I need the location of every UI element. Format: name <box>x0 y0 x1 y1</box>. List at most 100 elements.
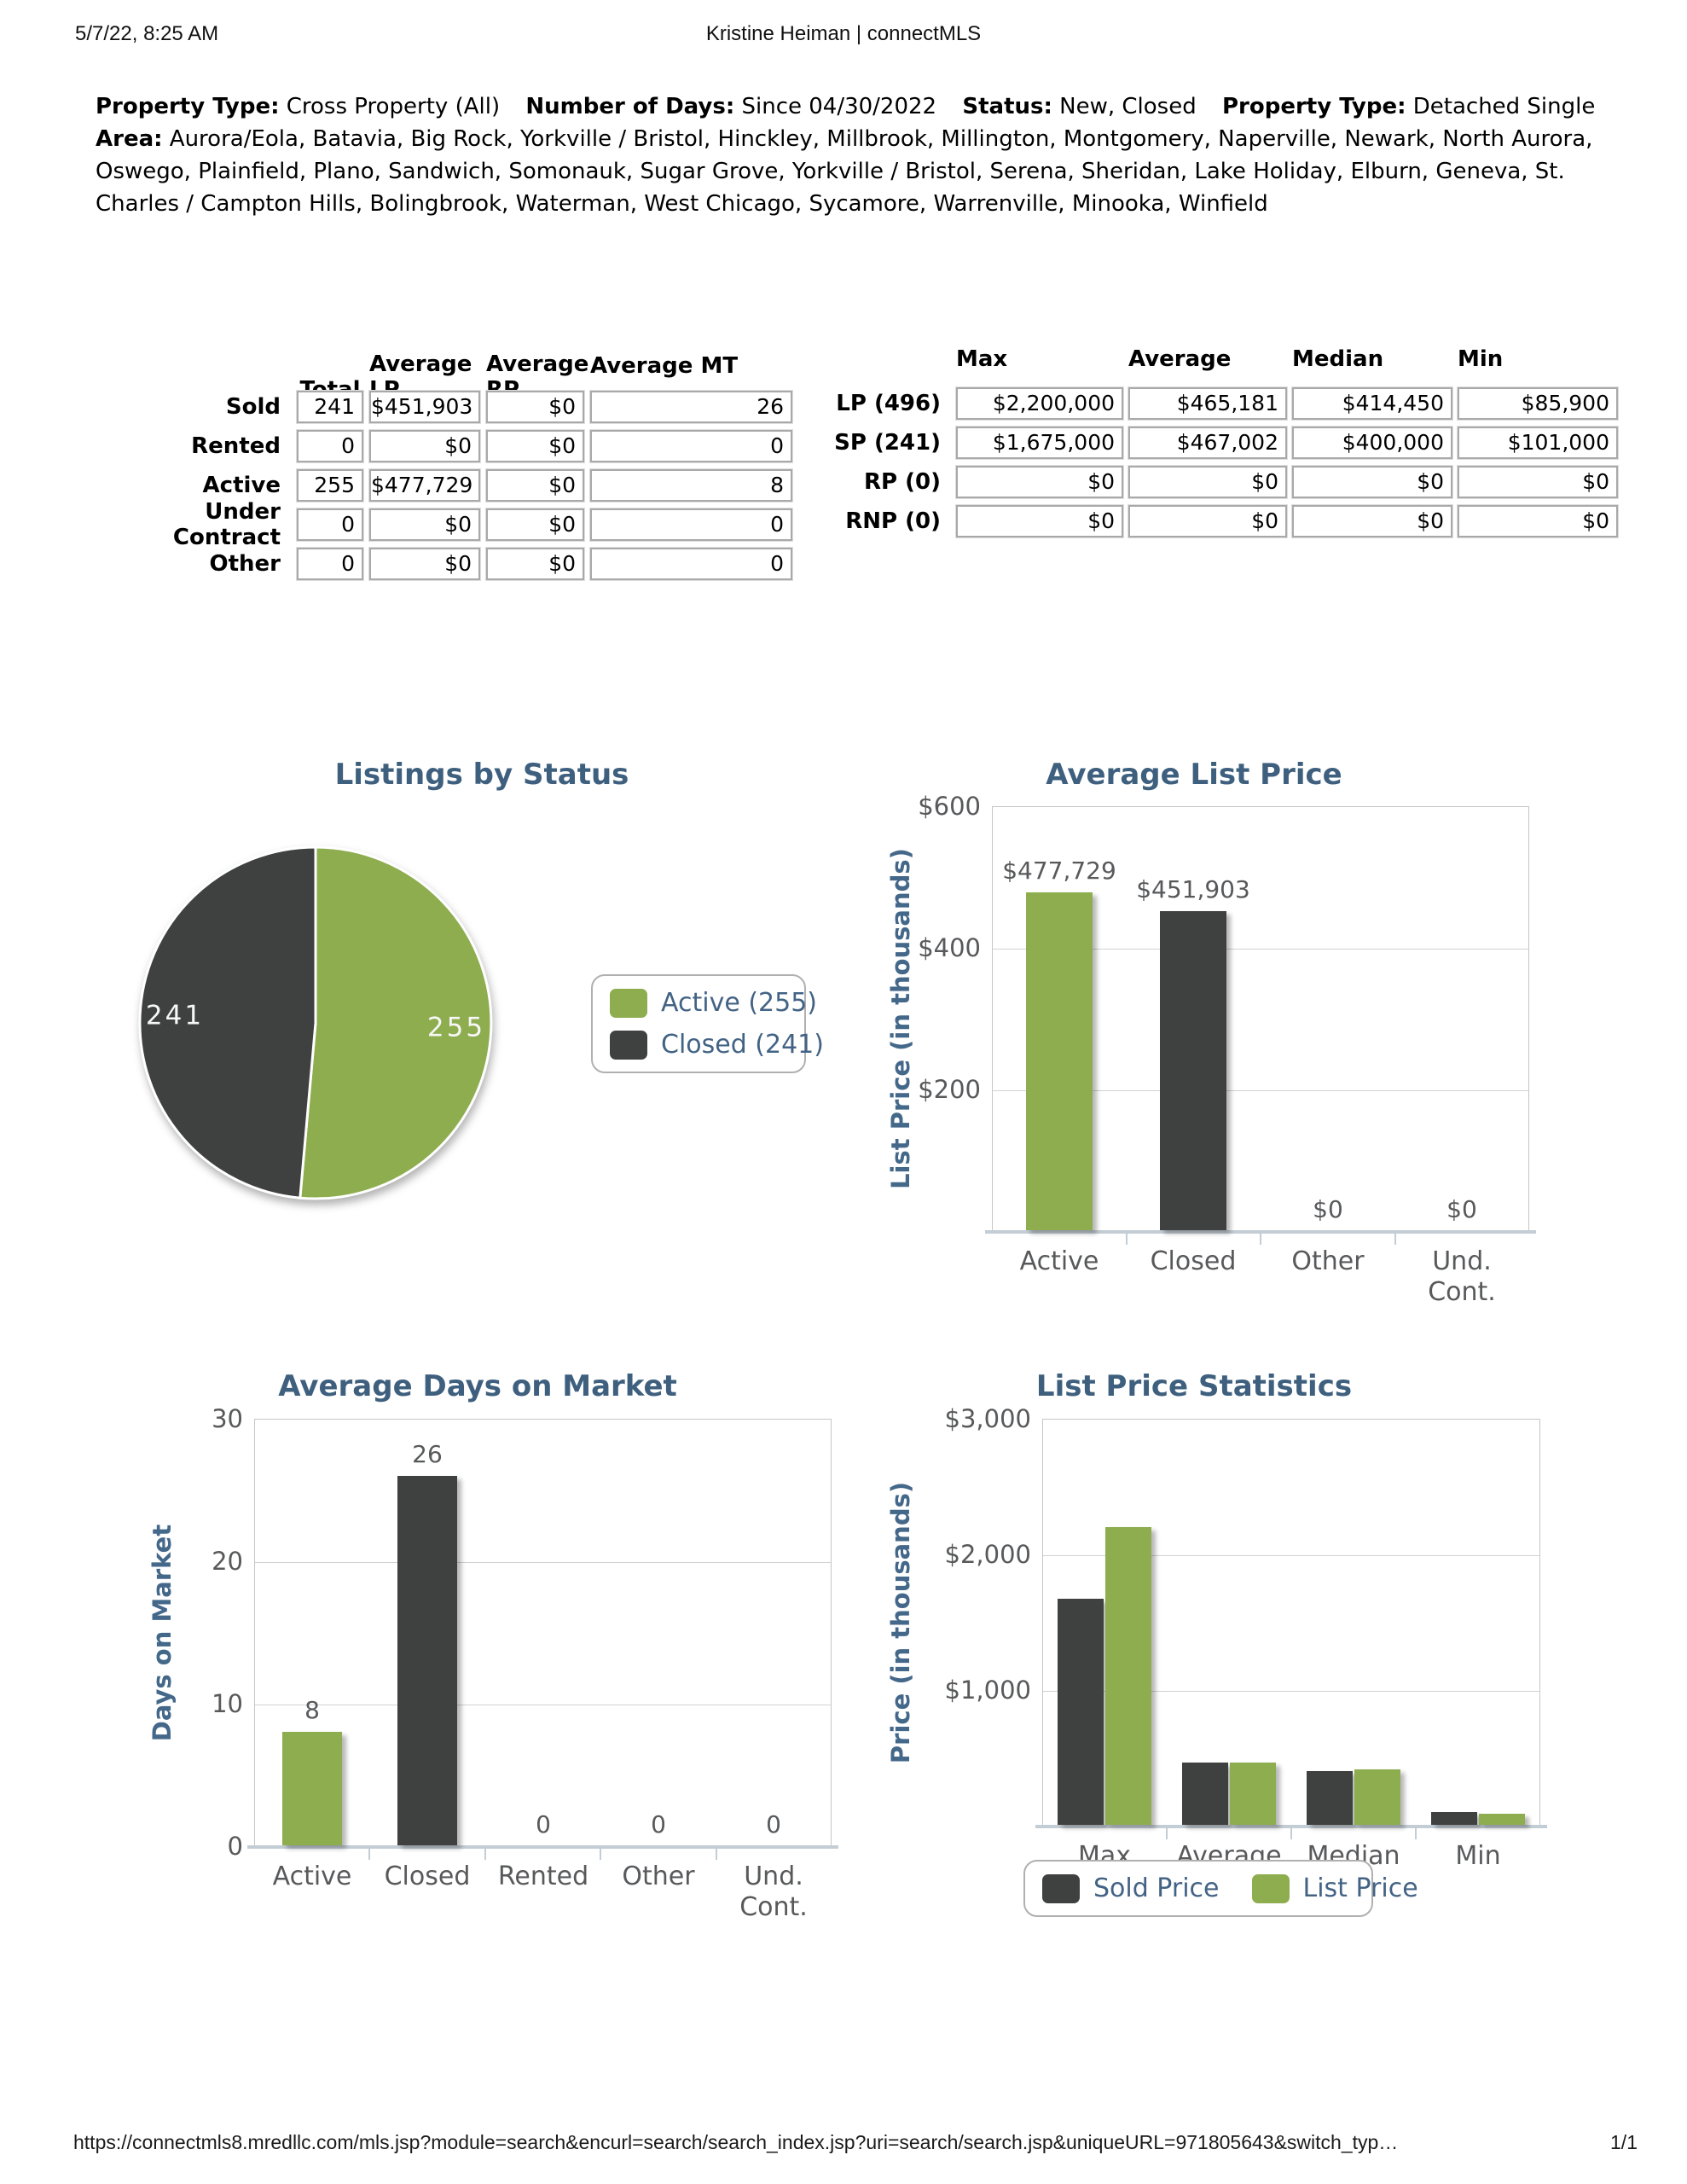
table-cell: 255 <box>296 468 364 502</box>
footer-page-number: 1/1 <box>1610 2131 1638 2153</box>
y-tick-label: $200 <box>918 1075 981 1104</box>
row-label: Sold <box>225 394 281 420</box>
table-cell: 0 <box>296 429 364 463</box>
table-cell: 0 <box>296 547 364 581</box>
bar-value-label: $451,903 <box>1136 875 1250 903</box>
legend-label: Active (255) <box>661 988 818 1018</box>
criteria-segment: Number of Days: Since 04/30/2022 <box>525 94 937 119</box>
pie-slice-value-label: 255 <box>427 1013 485 1043</box>
legend-label: Sold Price <box>1093 1873 1220 1903</box>
legend-label: List Price <box>1302 1873 1418 1903</box>
table-cell: $0 <box>955 504 1124 538</box>
table-cell: $467,002 <box>1128 426 1288 460</box>
category-label: Min <box>1455 1841 1501 1871</box>
bar-closed <box>1160 911 1226 1230</box>
criteria-label: Property Type: <box>96 94 280 119</box>
table-cell: $0 <box>485 429 585 463</box>
table-cell: 26 <box>589 390 793 424</box>
table-cell: $0 <box>368 547 481 581</box>
bar-min-sold <box>1431 1812 1477 1825</box>
pie-slice-active <box>299 845 493 1200</box>
table-cell: 0 <box>296 508 364 542</box>
x-axis-line <box>1035 1825 1547 1828</box>
bar-value-label: 0 <box>766 1810 781 1838</box>
row-label: SP (241) <box>834 430 941 456</box>
row-label: RP (0) <box>864 469 941 495</box>
category-label: Other <box>622 1862 695 1891</box>
y-axis-title: List Price (in thousands) <box>886 848 915 1189</box>
bar-value-label: 26 <box>412 1440 443 1468</box>
column-header: Average RP <box>486 351 589 403</box>
table-cell: $101,000 <box>1457 426 1619 460</box>
table-cell: 0 <box>589 547 793 581</box>
legend-item: Sold Price <box>1042 1873 1220 1903</box>
bar-average-sold <box>1182 1763 1228 1825</box>
row-label: Under Contract <box>172 499 281 550</box>
bar-value-label: 0 <box>651 1810 666 1838</box>
table-cell: $0 <box>1291 504 1453 538</box>
table-cell: $0 <box>955 465 1124 499</box>
x-axis-tick <box>715 1849 717 1860</box>
table-cell: $0 <box>1457 465 1619 499</box>
y-tick-label: 30 <box>212 1404 243 1433</box>
category-label: Closed <box>384 1862 471 1891</box>
table-cell: 8 <box>589 468 793 502</box>
table-cell: $0 <box>368 429 481 463</box>
table-cell: $414,450 <box>1291 386 1453 421</box>
criteria-segment: Area: Aurora/Eola, Batavia, Big Rock, Yo… <box>96 126 1593 217</box>
y-tick-label: $3,000 <box>944 1404 1031 1433</box>
bar-closed <box>397 1476 457 1845</box>
bar-value-label: 0 <box>536 1810 551 1838</box>
y-tick-label: $400 <box>918 933 981 962</box>
gridline <box>993 949 1528 950</box>
legend: Active (255) Closed (241) <box>591 974 824 1073</box>
table-cell: $0 <box>1128 504 1288 538</box>
pie-slice-closed <box>138 845 317 1199</box>
row-label: Rented <box>191 433 281 459</box>
table-corner <box>826 348 951 377</box>
bar-average-list <box>1230 1763 1276 1825</box>
bar-value-label: $0 <box>1446 1195 1477 1223</box>
bar-active <box>282 1732 342 1845</box>
x-axis-tick <box>368 1849 371 1860</box>
legend-swatch-green <box>610 988 647 1018</box>
table-cell: $0 <box>1291 465 1453 499</box>
y-axis-title: Days on Market <box>148 1524 177 1741</box>
pie-slice-value-label: 241 <box>146 1001 204 1031</box>
table-cell: $0 <box>368 508 481 542</box>
bar-min-list <box>1479 1814 1525 1825</box>
chart-listings-by-status: Listings by Status 255 241 Active (255) Clos… <box>111 734 861 1254</box>
table-cell: 0 <box>589 508 793 542</box>
y-tick-label: 0 <box>227 1832 243 1861</box>
criteria-label: Status: <box>962 94 1052 119</box>
criteria-label: Number of Days: <box>525 94 735 119</box>
x-axis-tick <box>600 1849 602 1860</box>
legend-swatch-green <box>1251 1873 1290 1903</box>
bar-median-list <box>1354 1769 1400 1825</box>
bar-value-label: 8 <box>304 1696 320 1724</box>
table-cell: $465,181 <box>1128 386 1288 421</box>
bar-value-label: $0 <box>1313 1195 1343 1223</box>
table-cell: $477,729 <box>368 468 481 502</box>
legend: Sold Price List Price <box>1023 1860 1418 1917</box>
table-cell: 241 <box>296 390 364 424</box>
row-label: RNP (0) <box>845 508 941 534</box>
table-cell: $1,675,000 <box>955 426 1124 460</box>
x-axis-tick <box>1394 1234 1396 1245</box>
criteria-segment: Property Type: Cross Property (All) <box>96 94 501 119</box>
table-cell: $0 <box>485 390 585 424</box>
category-label: Active <box>1019 1246 1099 1276</box>
summary-table: Total Average LP Average RP Average MT Sold 2… <box>98 351 793 581</box>
y-tick-label: $1,000 <box>944 1676 1031 1705</box>
table-cell: $0 <box>485 508 585 542</box>
category-label: Other <box>1291 1246 1365 1276</box>
chart-title: List Price Statistics <box>1035 1369 1353 1403</box>
gridline <box>255 1562 831 1563</box>
legend-swatch-dark <box>610 1030 647 1060</box>
criteria-segment: Property Type: Detached Single <box>1222 94 1596 119</box>
table-cell: $0 <box>1457 504 1619 538</box>
bar-max-sold <box>1058 1599 1104 1825</box>
table-cell: $400,000 <box>1291 426 1453 460</box>
x-axis-tick <box>1260 1234 1261 1245</box>
gridline <box>1043 1691 1539 1692</box>
